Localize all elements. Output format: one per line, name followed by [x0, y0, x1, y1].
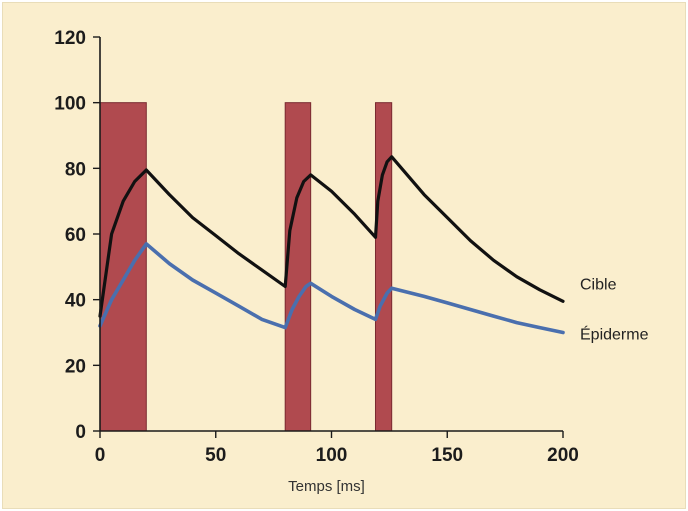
pulses-layer: [99, 102, 393, 432]
y-tick-label-60: 60: [65, 225, 86, 246]
y-tick-label-80: 80: [65, 159, 86, 180]
pulse-bar-3: [374, 102, 393, 432]
series-label-cible: Cible: [580, 276, 617, 293]
y-tick-label-0: 0: [75, 422, 86, 443]
x-tick-label-150: 150: [431, 445, 463, 466]
y-tick-label-40: 40: [65, 291, 86, 312]
series-line-epiderme: [98, 242, 565, 335]
y-tick-label-20: 20: [65, 356, 86, 377]
series-line-cible: [98, 155, 565, 318]
series-label-epiderme: Épiderme: [580, 325, 649, 344]
y-tick-label-100: 100: [54, 94, 86, 115]
labels-layer: 0 20 40 60 80 100 120 0 50 100 150 200 Temps [ms] Cib…: [54, 28, 648, 495]
x-tick-label-50: 50: [205, 445, 226, 466]
pulse-bar-2: [284, 102, 312, 432]
axes-layer: [93, 36, 564, 438]
series-layer: [98, 155, 565, 335]
chart-svg: 0 20 40 60 80 100 120 0 50 100 150 200 Temps [ms] Cib…: [54, 28, 648, 495]
x-tick-label-100: 100: [316, 445, 348, 466]
x-axis-title: Temps [ms]: [288, 478, 365, 495]
x-tick-label-0: 0: [95, 445, 106, 466]
y-tick-label-120: 120: [54, 28, 86, 49]
x-tick-label-200: 200: [547, 445, 579, 466]
